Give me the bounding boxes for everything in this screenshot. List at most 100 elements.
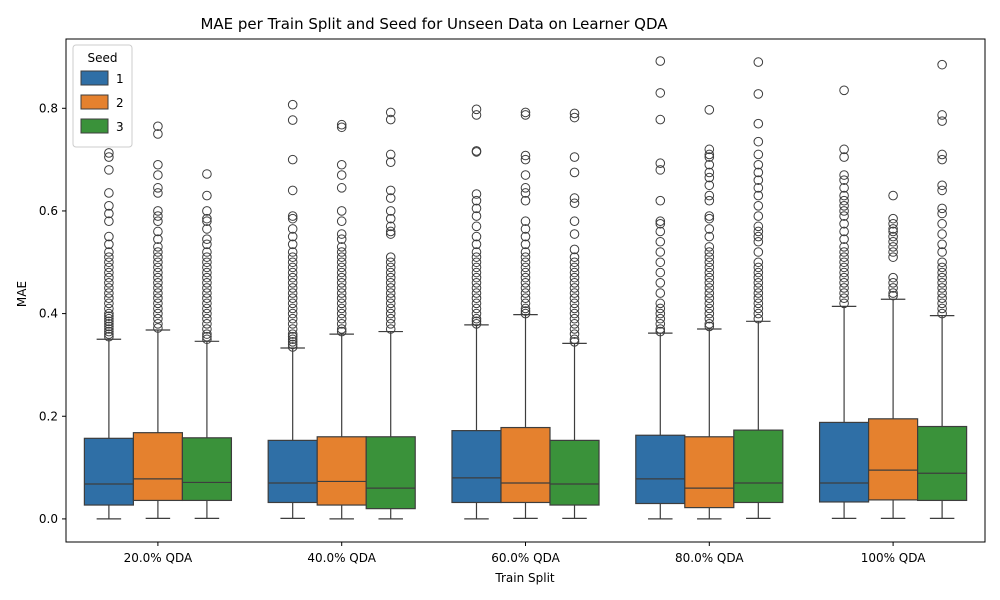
- outlier-point: [520, 278, 531, 288]
- outlier-point: [704, 303, 715, 314]
- outlier-point: [937, 247, 947, 257]
- outlier-point: [471, 146, 482, 156]
- outlier-point: [520, 298, 531, 309]
- legend-swatch: [80, 94, 109, 110]
- outlier-point: [287, 231, 298, 242]
- outlier-point: [569, 308, 580, 319]
- outlier-point: [471, 221, 482, 232]
- outlier-point: [888, 288, 898, 298]
- outlier-point: [520, 247, 531, 257]
- outlier-point: [704, 144, 715, 155]
- outlier-point: [385, 262, 396, 273]
- outlier-point: [655, 267, 666, 278]
- outlier-point: [287, 185, 298, 196]
- box-3-2: [549, 108, 600, 519]
- outlier-point: [937, 218, 947, 229]
- y-tick-label: 0.8: [39, 101, 58, 115]
- outlier-point: [569, 272, 580, 283]
- outlier-point: [153, 234, 163, 244]
- plot-area: 0.0 0.2 0.4 0.6 0.8 20.0% QDA 40.0% QDA 60.0% Q…: [39, 38, 986, 565]
- outlier-point: [655, 313, 666, 324]
- outlier-point: [655, 226, 666, 237]
- outlier-point: [471, 303, 482, 314]
- outlier-point: [753, 257, 764, 268]
- outlier-point: [569, 152, 580, 162]
- outlier-point: [471, 278, 482, 288]
- outlier-point: [471, 272, 482, 283]
- outlier-point: [153, 226, 163, 237]
- outlier-point: [888, 224, 898, 234]
- outlier-point: [336, 293, 347, 303]
- outlier-point: [937, 239, 947, 250]
- outlier-point: [937, 308, 947, 319]
- outlier-point: [287, 224, 298, 234]
- outlier-point: [104, 321, 114, 332]
- outlier-point: [153, 188, 163, 198]
- outlier-point: [937, 283, 947, 293]
- outlier-point: [153, 170, 163, 180]
- outlier-point: [153, 247, 163, 257]
- outlier-point: [104, 293, 114, 303]
- outlier-point: [385, 272, 396, 283]
- outlier-point: [704, 298, 715, 309]
- outlier-point: [104, 216, 114, 227]
- outlier-point: [202, 324, 212, 334]
- outlier-point: [153, 298, 163, 309]
- outlier-point: [336, 247, 347, 257]
- outlier-point: [569, 229, 580, 239]
- outlier-point: [839, 190, 849, 201]
- outlier-point: [753, 262, 764, 273]
- outlier-point: [704, 105, 715, 115]
- outlier-point: [104, 257, 114, 268]
- x-axis-label: Train Split: [494, 571, 555, 585]
- outlier-point: [753, 136, 764, 147]
- outlier-point: [385, 185, 396, 196]
- outlier-point: [104, 324, 114, 334]
- outlier-point: [202, 334, 212, 345]
- outlier-point: [888, 226, 898, 237]
- outlier-point: [753, 288, 764, 298]
- outlier-point: [202, 234, 212, 244]
- outlier-point: [520, 107, 531, 118]
- box-body: [181, 437, 233, 502]
- legend-label: 3: [116, 120, 124, 134]
- outlier-point: [753, 221, 764, 232]
- outlier-point: [704, 190, 715, 201]
- outlier-point: [385, 157, 396, 167]
- outlier-point: [753, 226, 764, 237]
- outlier-point: [336, 206, 347, 216]
- outlier-point: [839, 288, 849, 298]
- outlier-point: [104, 208, 114, 219]
- box-3-1: [365, 107, 416, 520]
- outlier-point: [202, 224, 212, 234]
- outlier-point: [704, 319, 715, 329]
- outlier-point: [520, 150, 531, 161]
- outlier-point: [153, 211, 163, 221]
- outlier-point: [153, 262, 163, 273]
- outlier-point: [385, 229, 396, 239]
- outlier-point: [202, 213, 212, 224]
- outlier-point: [888, 218, 898, 229]
- outlier-point: [104, 272, 114, 283]
- outlier-point: [471, 316, 482, 327]
- outlier-point: [937, 59, 947, 70]
- outlier-point: [202, 319, 212, 329]
- outlier-point: [153, 272, 163, 283]
- outlier-point: [569, 167, 580, 178]
- outlier-point: [839, 206, 849, 216]
- outlier-point: [569, 288, 580, 298]
- outlier-point: [385, 149, 396, 160]
- outlier-point: [937, 116, 947, 126]
- outlier-point: [753, 211, 764, 221]
- outlier-point: [471, 189, 482, 199]
- outlier-point: [839, 267, 849, 278]
- x-tick-label: 40.0% QDA: [307, 551, 376, 565]
- outlier-point: [839, 298, 849, 309]
- outlier-point: [520, 195, 531, 206]
- outlier-point: [569, 244, 580, 255]
- outlier-point: [287, 213, 298, 224]
- outlier-point: [336, 278, 347, 288]
- legend-label: 1: [116, 72, 124, 86]
- outlier-point: [287, 331, 298, 342]
- outlier-point: [937, 303, 947, 314]
